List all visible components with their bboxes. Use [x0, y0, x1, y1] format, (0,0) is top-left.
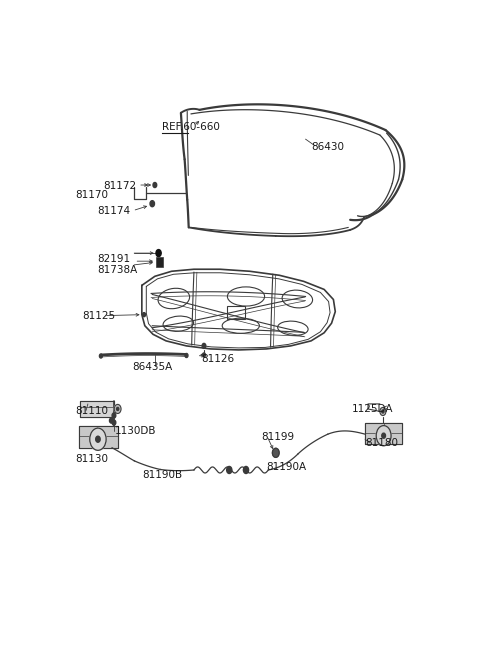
Text: 81190B: 81190B [142, 470, 182, 479]
Polygon shape [79, 426, 118, 448]
Circle shape [109, 418, 113, 423]
Bar [228, 306, 244, 319]
Text: 81172: 81172 [103, 181, 136, 191]
Circle shape [202, 343, 206, 348]
Text: 86430: 86430 [311, 141, 344, 152]
Circle shape [382, 410, 384, 413]
Circle shape [99, 354, 102, 358]
Circle shape [96, 436, 100, 442]
Text: 81170: 81170 [75, 189, 108, 200]
Text: 81125: 81125 [83, 310, 116, 321]
Polygon shape [365, 422, 402, 444]
Text: 81190A: 81190A [266, 462, 307, 472]
Circle shape [153, 183, 157, 187]
Circle shape [380, 407, 386, 415]
Circle shape [243, 466, 249, 474]
Circle shape [273, 448, 279, 457]
Circle shape [143, 312, 145, 316]
Circle shape [203, 353, 205, 357]
Circle shape [114, 404, 121, 413]
Text: 81174: 81174 [97, 206, 131, 215]
Circle shape [117, 407, 119, 411]
Circle shape [376, 426, 391, 446]
Text: 1130DB: 1130DB [115, 426, 156, 436]
Circle shape [150, 200, 155, 207]
Circle shape [185, 354, 188, 358]
FancyBboxPatch shape [156, 257, 163, 267]
Text: 82191: 82191 [97, 254, 131, 264]
Text: 1125DA: 1125DA [352, 404, 394, 414]
Text: REF.60-660: REF.60-660 [162, 122, 220, 132]
Text: 81199: 81199 [261, 432, 294, 441]
Text: 81130: 81130 [75, 455, 108, 464]
Text: 81738A: 81738A [97, 265, 137, 275]
Circle shape [227, 466, 232, 474]
Polygon shape [81, 402, 114, 417]
Text: 81180: 81180 [365, 438, 398, 448]
Circle shape [156, 250, 161, 257]
Circle shape [382, 433, 385, 438]
Circle shape [112, 420, 116, 425]
Text: 86435A: 86435A [132, 362, 173, 372]
Text: 81110: 81110 [75, 407, 108, 417]
Circle shape [112, 413, 116, 418]
Text: 81126: 81126 [202, 354, 235, 364]
Circle shape [90, 428, 106, 450]
